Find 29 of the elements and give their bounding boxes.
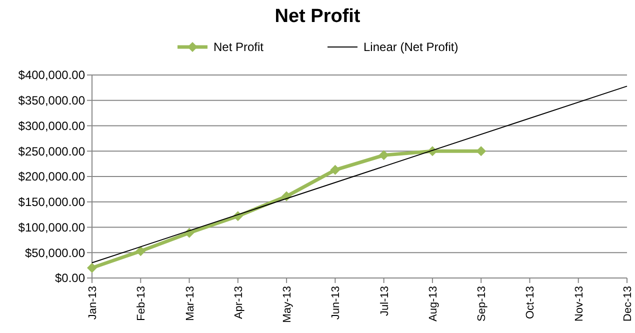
point bbox=[330, 164, 340, 175]
point bbox=[378, 150, 389, 160]
x-tick-label: Mar-13 bbox=[184, 286, 196, 321]
y-tick-label: $400,000.00 bbox=[18, 68, 86, 82]
x-tick-label: Nov-13 bbox=[573, 286, 586, 322]
y-tick-label: $0.00 bbox=[54, 271, 86, 286]
legend-label: Net Profit bbox=[214, 40, 264, 54]
y-tick-label: $150,000.00 bbox=[18, 195, 86, 210]
x-tick-label: Oct-13 bbox=[524, 286, 537, 320]
x-tick-label: Aug-13 bbox=[427, 286, 440, 322]
x-tick-label: Jul-13 bbox=[378, 286, 391, 316]
y-tick-label: $50,000.00 bbox=[24, 246, 86, 260]
x-tick-label: Jun-13 bbox=[330, 286, 342, 320]
chart-title: Net Profit bbox=[274, 6, 361, 27]
y-tick-label: $350,000.00 bbox=[18, 94, 86, 108]
x-tick-label: Feb-13 bbox=[136, 286, 148, 321]
y-tick-label: $100,000.00 bbox=[18, 220, 86, 234]
y-tick-label: $200,000.00 bbox=[18, 170, 86, 184]
x-tick-label: Jan-13 bbox=[87, 286, 99, 320]
point bbox=[136, 246, 146, 256]
x-tick-label: Apr-13 bbox=[232, 286, 245, 320]
legend-label: Linear (Net Profit) bbox=[364, 40, 458, 54]
x-tick-label: Sep-13 bbox=[476, 286, 488, 322]
point bbox=[476, 146, 486, 156]
y-tick-label: $250,000.00 bbox=[18, 144, 86, 158]
x-tick-label: Dec-13 bbox=[622, 286, 634, 322]
x-tick-label: May-13 bbox=[282, 286, 294, 323]
y-tick-label: $300,000.00 bbox=[18, 118, 86, 133]
point bbox=[87, 262, 97, 273]
